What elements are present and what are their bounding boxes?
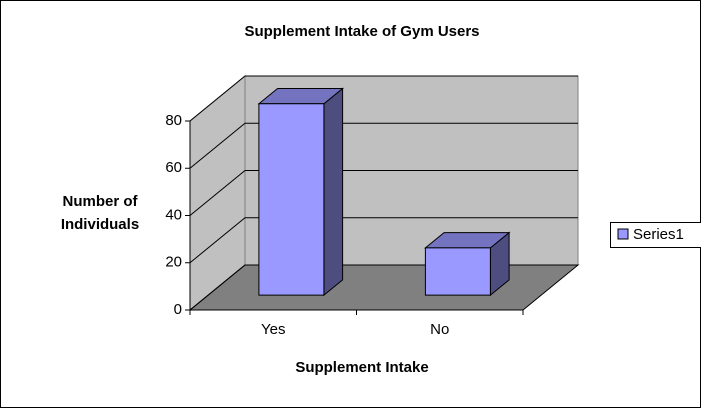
y-tick-label: 20 — [165, 254, 182, 271]
bar — [424, 247, 491, 296]
grid-line — [189, 170, 578, 216]
y-axis-title: Number of — [63, 193, 139, 210]
grid-line — [189, 75, 578, 122]
bar — [258, 103, 325, 296]
grid-line — [189, 122, 578, 169]
x-axis-title: Supplement Intake — [295, 359, 428, 376]
y-tick-label: 60 — [165, 159, 182, 176]
legend-swatch — [617, 228, 629, 240]
y-tick-label: 0 — [174, 301, 182, 318]
bar-side — [323, 87, 344, 297]
x-tick-label: No — [430, 321, 449, 338]
y-axis-title: Individuals — [61, 216, 139, 233]
y-tick-label: 80 — [165, 112, 182, 129]
y-tick-label: 40 — [165, 206, 182, 223]
chart-title: Supplement Intake of Gym Users — [244, 23, 479, 40]
grid-line — [189, 217, 578, 264]
x-tick-label: Yes — [261, 321, 285, 338]
floor — [188, 264, 580, 311]
legend-label: Series1 — [633, 226, 684, 243]
